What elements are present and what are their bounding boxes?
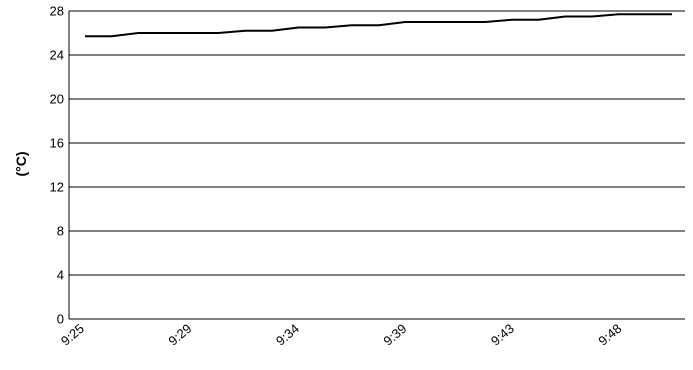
- gridlines: [69, 10, 685, 276]
- y-tick-label: 0: [57, 312, 64, 327]
- x-tick-label: 9:29: [165, 321, 194, 349]
- y-tick-label: 20: [50, 92, 64, 107]
- temperature-series-line: [85, 13, 672, 38]
- y-tick-label: 24: [50, 48, 64, 63]
- y-tick-label: 4: [57, 268, 64, 283]
- axes: [68, 11, 685, 320]
- x-tick-label: 9:43: [488, 321, 517, 349]
- y-tick-label: 16: [50, 136, 64, 151]
- y-tick-label: 8: [57, 224, 64, 239]
- y-tick-labels: 0 4 8 12 16 20 24 28: [50, 4, 64, 327]
- y-axis-title: (°C): [13, 151, 29, 176]
- x-tick-label: 9:39: [380, 321, 409, 349]
- x-tick-labels: 9:25 9:29 9:34 9:39 9:43 9:48: [58, 321, 625, 349]
- y-tick-label: 12: [50, 180, 64, 195]
- x-tick-label: 9:34: [273, 321, 302, 349]
- x-tick-label: 9:48: [595, 321, 624, 349]
- series-layer: [85, 13, 672, 38]
- y-tick-label: 28: [50, 4, 64, 19]
